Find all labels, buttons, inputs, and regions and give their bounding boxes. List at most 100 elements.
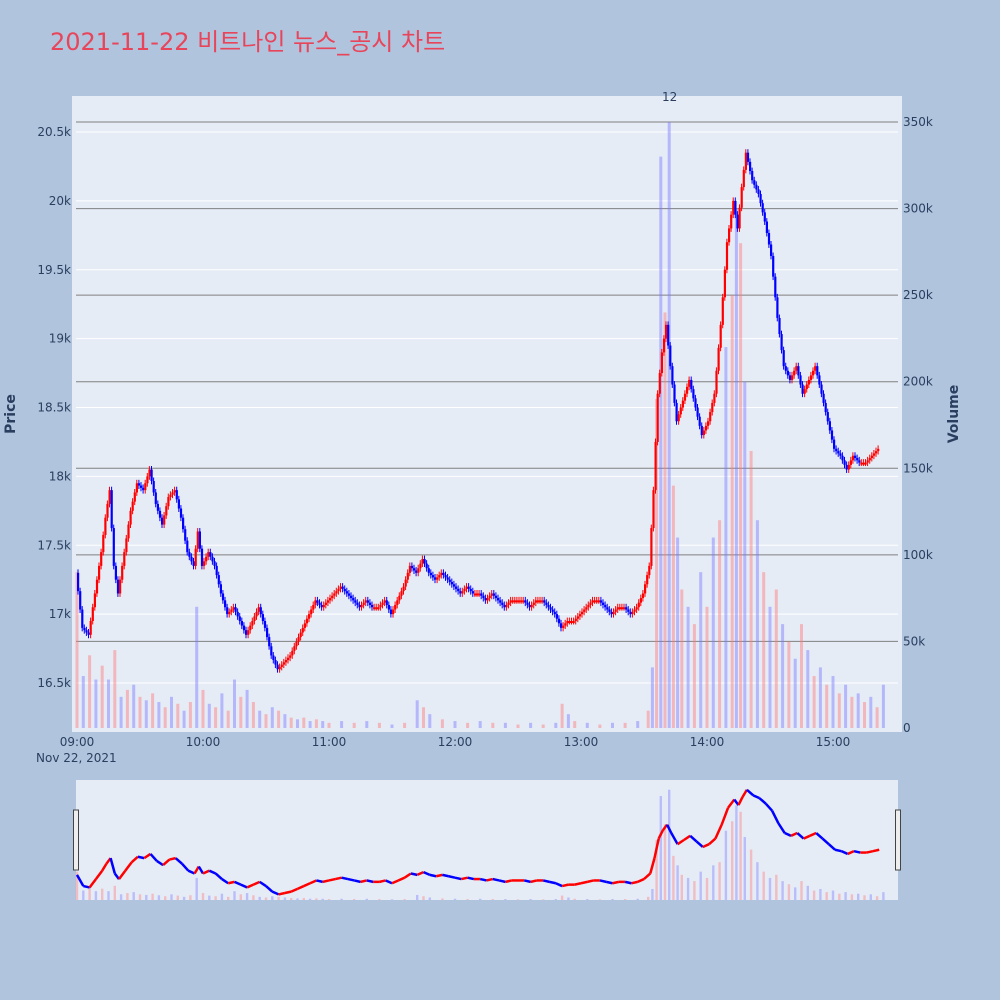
candle-body xyxy=(217,575,220,585)
candle-body xyxy=(308,614,311,619)
slider-price-segment xyxy=(379,879,386,884)
slider-price-segment xyxy=(75,874,85,887)
candle-body xyxy=(620,607,624,610)
candle-body xyxy=(860,462,863,465)
volume-bar xyxy=(503,722,507,728)
candle-body xyxy=(310,609,313,615)
volume-bar xyxy=(566,714,570,728)
candle-body xyxy=(875,451,878,454)
candle-body xyxy=(656,393,659,442)
range-slider-right-handle[interactable] xyxy=(895,809,901,871)
volume-bar xyxy=(755,520,759,728)
slider-price-segment xyxy=(353,879,361,884)
slider-volume-bar xyxy=(806,885,809,900)
candle-body xyxy=(410,565,414,569)
slider-price-segment xyxy=(764,802,774,812)
slider-volume-bar xyxy=(693,881,696,900)
candle-body xyxy=(704,425,708,431)
candle-body xyxy=(648,565,651,576)
volume-bar xyxy=(201,689,205,728)
candle-body xyxy=(146,476,149,484)
time-tick-label: 12:00 xyxy=(438,735,473,749)
candle-body xyxy=(828,421,831,431)
volume-bar xyxy=(195,606,199,728)
candle-body xyxy=(207,552,210,557)
slider-price-segment xyxy=(741,789,748,798)
price-tick-label: 18k xyxy=(49,469,71,483)
candle-body xyxy=(316,600,319,603)
candle-body xyxy=(291,650,294,656)
candle-body xyxy=(431,575,435,578)
candle-body xyxy=(728,228,731,243)
slider-price-segment xyxy=(246,883,254,889)
slider-volume-bar xyxy=(422,896,425,900)
slider-price-segment xyxy=(670,832,679,845)
slider-volume-bar xyxy=(157,895,161,900)
slider-volume-bar xyxy=(812,890,816,900)
volume-bar xyxy=(245,689,249,728)
candle-body xyxy=(123,552,126,566)
candle-body xyxy=(358,604,361,608)
range-slider[interactable] xyxy=(73,780,901,900)
volume-bar xyxy=(856,693,860,728)
candle-body xyxy=(694,398,697,408)
candle-body xyxy=(415,570,418,573)
candle-body xyxy=(856,458,859,461)
candle-body xyxy=(427,568,430,573)
candle-body xyxy=(419,563,422,569)
candle-body xyxy=(259,607,262,615)
slider-volume-bar xyxy=(676,865,679,900)
candle-body xyxy=(413,568,416,571)
slider-volume-bar xyxy=(739,811,742,900)
candle-body xyxy=(637,602,640,608)
candle-body xyxy=(230,609,233,612)
volume-bars xyxy=(75,122,885,729)
candle-body xyxy=(606,607,609,610)
slider-price-segment xyxy=(416,870,425,877)
candle-body xyxy=(574,618,577,622)
slider-volume-bar xyxy=(781,881,784,900)
candle-body xyxy=(490,593,493,596)
candle-body xyxy=(564,623,567,626)
slider-price-segment xyxy=(309,879,317,885)
candle-body xyxy=(440,572,443,576)
price-plot-area[interactable]: 12 xyxy=(72,90,902,732)
time-tick-label: 11:00 xyxy=(312,735,347,749)
candle-body xyxy=(266,627,269,638)
slider-volume-bar xyxy=(869,894,872,900)
candle-body xyxy=(270,646,273,656)
candle-body xyxy=(646,575,649,585)
slider-price-segment xyxy=(109,857,117,874)
candle-body xyxy=(417,568,420,573)
slider-price-segment xyxy=(403,872,412,879)
candle-body xyxy=(851,455,855,461)
volume-bar xyxy=(730,295,734,728)
candle-body xyxy=(192,561,195,566)
date-label: Nov 22, 2021 xyxy=(36,751,117,765)
candle-body xyxy=(497,598,500,601)
candle-body xyxy=(585,607,588,610)
slider-volume-bar xyxy=(647,896,650,900)
range-slider-left-handle[interactable] xyxy=(73,809,79,871)
volume-bar xyxy=(825,684,829,728)
slider-volume-bar xyxy=(611,899,614,900)
slider-volume-bar xyxy=(403,899,406,900)
slider-price-segment xyxy=(847,850,855,856)
slider-volume-bar xyxy=(126,893,129,900)
slider-volume-bar xyxy=(441,898,444,900)
candle-body xyxy=(709,412,712,422)
volume-bar xyxy=(176,703,180,728)
slider-volume-bar xyxy=(850,894,854,900)
volume-gridlines xyxy=(76,121,898,642)
candle-body xyxy=(736,214,739,229)
slider-volume-bar xyxy=(756,862,759,900)
candle-body xyxy=(343,588,346,592)
slider-price-segment xyxy=(214,872,223,881)
candle-body xyxy=(87,632,90,635)
slider-volume-bar xyxy=(208,895,211,900)
slider-volume-bar xyxy=(659,796,662,900)
volume-bar xyxy=(308,721,312,728)
candle-body xyxy=(345,591,348,594)
volume-bar xyxy=(283,714,287,728)
volume-tick-label: 0 xyxy=(903,721,911,735)
